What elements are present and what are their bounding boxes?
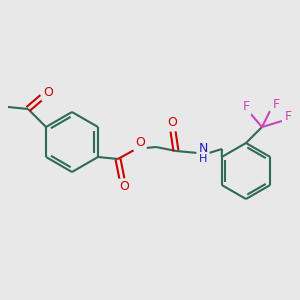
Text: N: N [198, 142, 208, 154]
Text: F: F [272, 98, 280, 112]
Text: O: O [167, 116, 177, 130]
Text: O: O [119, 181, 129, 194]
Text: F: F [284, 110, 292, 124]
Text: O: O [43, 86, 53, 100]
Text: O: O [135, 136, 145, 149]
Text: H: H [199, 154, 207, 164]
Text: F: F [242, 100, 250, 113]
